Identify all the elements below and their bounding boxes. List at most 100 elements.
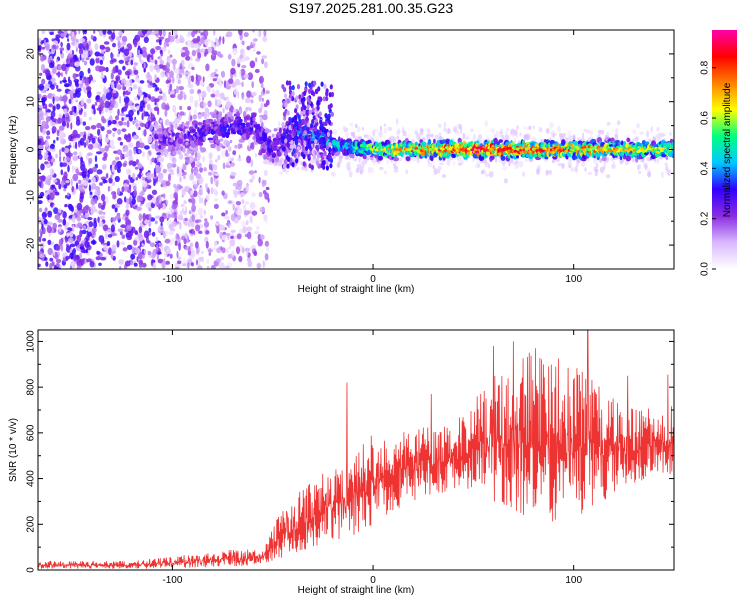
spectrogram-cell bbox=[243, 53, 247, 60]
spectrogram-cell bbox=[430, 155, 434, 162]
spectrogram-cell bbox=[258, 30, 262, 38]
spectrogram-cell bbox=[159, 88, 162, 93]
spectrogram-cell bbox=[65, 63, 71, 68]
spectrogram-cell bbox=[516, 155, 519, 159]
spectrogram-cell bbox=[77, 179, 82, 185]
spectrogram-cell bbox=[352, 131, 356, 139]
spectrogram-cell bbox=[241, 220, 246, 228]
spectrogram-cell bbox=[176, 234, 180, 239]
spectrogram-cell bbox=[437, 123, 442, 128]
spectrogram-cell bbox=[79, 131, 83, 136]
spectrogram-cell bbox=[142, 180, 148, 188]
spectrogram-cell bbox=[239, 192, 246, 197]
spectrogram-cell bbox=[123, 186, 129, 192]
spectrogram-cell bbox=[203, 221, 210, 228]
spectrogram-cell bbox=[355, 123, 358, 128]
spectrogram-cell bbox=[121, 78, 127, 86]
spectrogram-cell bbox=[124, 57, 129, 61]
spectrogram-cell bbox=[549, 122, 554, 129]
spectrogram-cell bbox=[480, 170, 484, 175]
spectrogram-cell bbox=[225, 233, 231, 237]
spectrogram-cell bbox=[437, 136, 442, 141]
spectrogram-cell bbox=[255, 57, 258, 63]
spectrogram-cell bbox=[54, 253, 59, 260]
spectrogram-cell bbox=[38, 45, 41, 51]
spectrogram-cell bbox=[149, 242, 156, 248]
spectrogram-cell bbox=[40, 117, 45, 121]
spectrogram-cell bbox=[214, 109, 217, 114]
spectrogram-cell bbox=[49, 262, 53, 269]
spectrogram-cell bbox=[495, 157, 498, 163]
spectrogram-cell bbox=[94, 155, 98, 163]
spectrogram-cell bbox=[112, 193, 117, 200]
spectrogram-cell bbox=[115, 83, 121, 89]
spectrogram-cell bbox=[69, 231, 74, 238]
spectrogram-cell bbox=[96, 169, 103, 175]
spectrogram-cell bbox=[153, 98, 160, 103]
spectrogram-cell bbox=[220, 70, 226, 78]
spectrogram-cell bbox=[163, 258, 166, 262]
spectrogram-cell bbox=[56, 84, 59, 90]
spectrogram-cell bbox=[65, 112, 69, 118]
spectrogram-cell bbox=[164, 67, 170, 73]
spectrogram-cell bbox=[198, 189, 202, 194]
spectrogram-cell bbox=[121, 107, 124, 114]
spectrogram-cell bbox=[155, 39, 160, 43]
spectrogram-cell bbox=[61, 147, 65, 153]
spectrogram-cell bbox=[159, 119, 163, 123]
spectrogram-cell bbox=[503, 178, 508, 184]
spectrogram-cell bbox=[143, 110, 146, 117]
spectrogram-cell bbox=[131, 197, 136, 205]
spectrogram-cell bbox=[116, 123, 120, 127]
spectrogram-cell bbox=[160, 163, 163, 169]
spectrogram-cell bbox=[278, 121, 281, 126]
spectrogram-cell bbox=[508, 161, 511, 167]
spectrogram-cell bbox=[246, 90, 252, 98]
spectrogram-cell bbox=[70, 178, 73, 186]
spectrogram-cell bbox=[516, 125, 520, 130]
spectrogram-cell bbox=[105, 92, 112, 101]
spectrogram-cell bbox=[159, 49, 163, 54]
spectrogram-cell bbox=[39, 228, 42, 235]
spectrogram-cell bbox=[427, 158, 430, 165]
spectrogram-cell bbox=[240, 68, 246, 77]
spectrogram-cell bbox=[125, 219, 131, 227]
spectrogram-cell bbox=[96, 91, 102, 95]
spectrogram-cell bbox=[133, 62, 138, 66]
spectrogram-cell bbox=[128, 160, 134, 166]
spectrogram-cell bbox=[263, 103, 268, 108]
spectrogram-cell bbox=[261, 91, 264, 96]
spectrogram-cell bbox=[636, 123, 640, 129]
spectrogram-cell bbox=[189, 173, 194, 181]
spectrogram-cell bbox=[150, 48, 156, 55]
spectrogram-cell bbox=[77, 104, 82, 111]
spectrogram-cell bbox=[150, 113, 156, 122]
spectrogram-cell bbox=[63, 171, 68, 180]
spectrogram-cell bbox=[128, 115, 133, 122]
spectrogram-cell bbox=[226, 31, 233, 38]
spectrogram-cell bbox=[574, 165, 578, 173]
spectrogram-cell bbox=[565, 137, 568, 141]
spectrogram-cell bbox=[102, 211, 106, 215]
spectrogram-cell bbox=[656, 132, 661, 139]
spectrogram-cell bbox=[210, 215, 214, 220]
spectrogram-cell bbox=[207, 85, 211, 93]
spectrogram-cell bbox=[41, 78, 46, 85]
spectrogram-cell bbox=[98, 53, 104, 57]
spectrogram-cell bbox=[489, 155, 495, 161]
spectrogram-cell bbox=[433, 168, 438, 175]
spectrogram-cell bbox=[142, 50, 148, 58]
spectrogram-cell bbox=[155, 215, 161, 219]
spectrogram-cell bbox=[208, 163, 213, 171]
spectrogram-cell bbox=[214, 139, 221, 144]
spectrogram-cell bbox=[46, 130, 51, 136]
spectrogram-cell bbox=[214, 198, 219, 202]
spectrogram-cell bbox=[42, 238, 47, 242]
spectrogram-cell bbox=[356, 126, 361, 132]
spectrogram-cell bbox=[227, 54, 232, 60]
spectrogram-cell bbox=[235, 201, 241, 206]
spectrogram-cell bbox=[38, 175, 45, 181]
spectrogram-cell bbox=[110, 72, 114, 80]
spectrogram-cell bbox=[123, 94, 126, 99]
spectrogram-cell bbox=[61, 106, 67, 110]
